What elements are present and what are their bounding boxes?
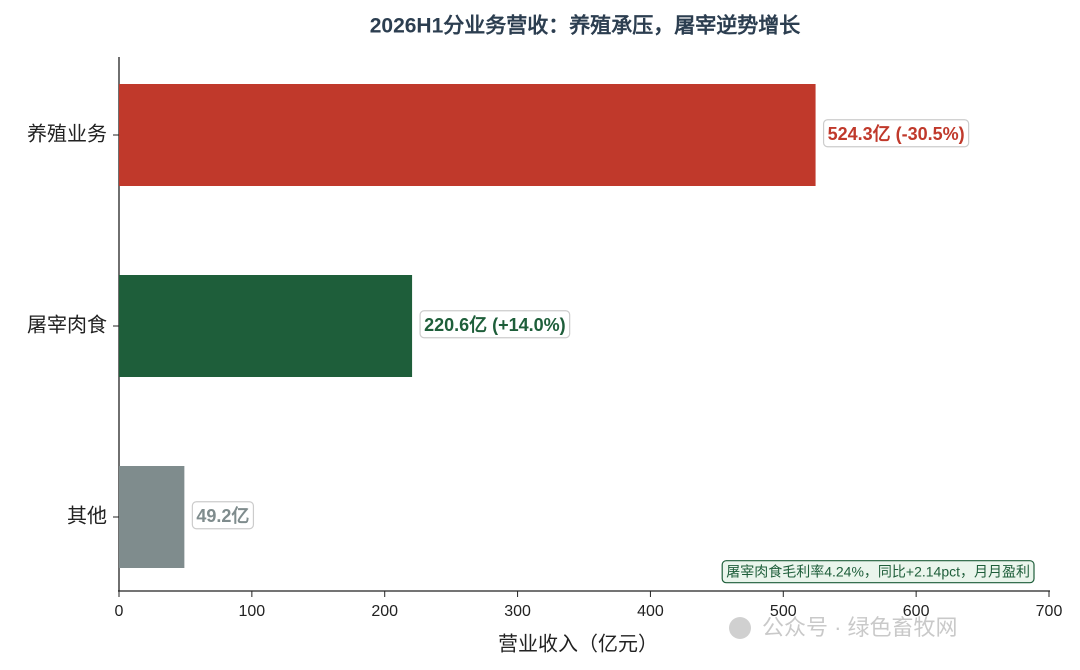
x-tick-label: 100 bbox=[239, 603, 266, 620]
value-label-box bbox=[822, 119, 970, 148]
y-tick-label: 屠宰肉食 bbox=[27, 313, 107, 336]
x-tick-label: 0 bbox=[115, 603, 124, 620]
value-label: 220.6亿 (+14.0%) bbox=[424, 314, 566, 335]
value-label-box bbox=[419, 310, 571, 339]
annotation-box bbox=[721, 560, 1035, 584]
watermark: 公众号 · 绿色畜牧网 bbox=[762, 615, 958, 640]
x-tick-label: 200 bbox=[371, 603, 398, 620]
x-tick-label: 700 bbox=[1036, 603, 1063, 620]
x-tick-label: 400 bbox=[637, 603, 664, 620]
x-tick-label: 600 bbox=[903, 603, 930, 620]
value-label-box bbox=[191, 501, 255, 530]
watermark-icon bbox=[729, 617, 751, 639]
y-tick-label: 其他 bbox=[67, 504, 107, 527]
value-label: 49.2亿 bbox=[196, 505, 249, 526]
bar bbox=[119, 84, 816, 186]
watermark-group: 公众号 · 绿色畜牧网 bbox=[729, 615, 958, 640]
annotation: 屠宰肉食毛利率4.24%，同比+2.14pct，月月盈利 bbox=[726, 564, 1030, 580]
x-axis-label: 营业收入（亿元） bbox=[498, 632, 658, 655]
bar bbox=[119, 275, 413, 377]
x-tick-label: 300 bbox=[504, 603, 531, 620]
x-tick-label: 500 bbox=[770, 603, 797, 620]
y-tick-label: 养殖业务 bbox=[27, 122, 107, 145]
chart-title: 2026H1分业务营收：养殖承压，屠宰逆势增长 bbox=[370, 14, 802, 38]
value-label: 524.3亿 (-30.5%) bbox=[828, 123, 965, 144]
bar bbox=[119, 466, 185, 568]
